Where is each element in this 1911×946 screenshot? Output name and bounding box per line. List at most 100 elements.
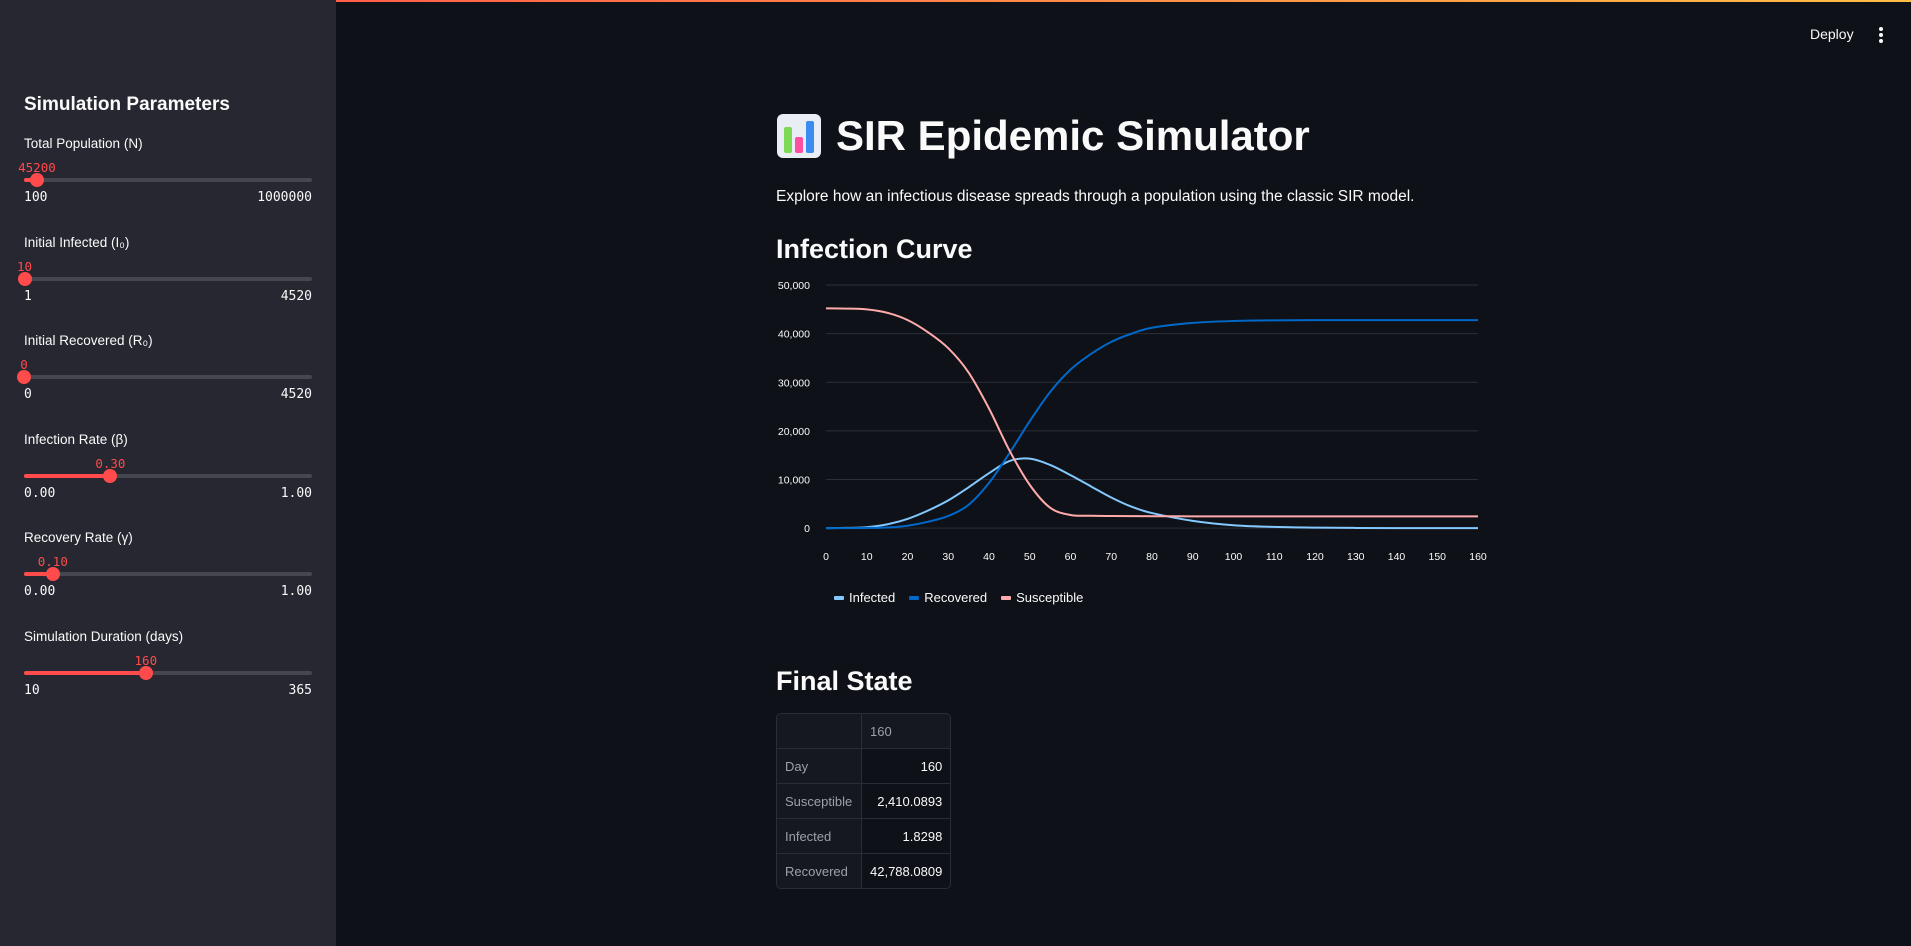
- slider-max: 1.00: [280, 584, 312, 599]
- slider-min: 1: [24, 289, 32, 304]
- legend-swatch: [834, 595, 844, 600]
- slider-label: Recovery Rate (γ): [24, 530, 133, 545]
- slider-min: 100: [24, 190, 48, 205]
- row-label: Susceptible: [777, 783, 862, 819]
- series-line-recovered[interactable]: [825, 319, 1479, 530]
- table-heading: Final State: [776, 666, 913, 696]
- legend-swatch: [909, 595, 920, 600]
- x-tick-label: 80: [1146, 551, 1158, 563]
- row-value: 42,788.0809: [861, 853, 951, 888]
- slider-fill: [24, 572, 53, 576]
- x-tick-label: 0: [823, 551, 829, 563]
- y-tick-label: 30,000: [778, 377, 810, 389]
- slider-label: Initial Infected (I₀): [24, 235, 130, 250]
- slider-thumb[interactable]: [29, 173, 44, 187]
- x-tick-label: 150: [1428, 551, 1446, 563]
- legend-label: Susceptible: [1016, 590, 1084, 605]
- row-label: Recovered: [777, 853, 862, 888]
- y-tick-label: 50,000: [778, 280, 810, 292]
- y-tick-label: 10,000: [778, 475, 810, 487]
- table-row: Infected 1.8298: [777, 818, 951, 854]
- slider-min: 0.00: [24, 486, 56, 501]
- series-line-susceptible[interactable]: [825, 307, 1478, 518]
- y-tick-label: 40,000: [778, 329, 810, 341]
- slider-value: 0: [20, 357, 28, 372]
- page-subtitle: Explore how an infectious disease spread…: [776, 188, 1415, 205]
- legend-swatch: [1001, 595, 1012, 600]
- deploy-button[interactable]: Deploy: [1810, 26, 1854, 42]
- final-state-table[interactable]: 160 Day 160 Susceptible 2,410.0893 Infec…: [776, 713, 952, 889]
- legend-item-susceptible[interactable]: Susceptible: [1001, 590, 1083, 605]
- slider-min: 0: [24, 387, 32, 402]
- legend-item-infected[interactable]: Infected: [834, 590, 895, 605]
- slider-track[interactable]: 45200: [18, 160, 312, 187]
- row-label: Day: [777, 748, 862, 784]
- legend-label: Infected: [849, 590, 896, 605]
- slider[interactable]: Total Population (N) 45200 100 1000000: [18, 136, 312, 216]
- slider-max: 4520: [280, 387, 312, 402]
- slider[interactable]: Recovery Rate (γ) 0.10 0.00 1.00: [24, 530, 312, 610]
- slider-min: 0.00: [24, 584, 56, 599]
- row-value: 160: [861, 748, 951, 784]
- bar-chart-icon: [777, 114, 821, 158]
- slider-label: Simulation Duration (days): [24, 629, 184, 644]
- slider-label: Total Population (N): [24, 136, 143, 151]
- slider-value: 45200: [18, 160, 56, 175]
- slider-fill: [24, 474, 111, 478]
- slider-max: 1.00: [280, 486, 312, 501]
- slider-track[interactable]: 160: [24, 653, 312, 680]
- chart-legend: Infected Recovered Susceptible: [834, 590, 1083, 605]
- x-tick-label: 30: [942, 551, 954, 563]
- x-tick-label: 120: [1306, 551, 1324, 563]
- slider-track[interactable]: 10: [17, 259, 312, 286]
- slider-track[interactable]: 0: [17, 357, 312, 384]
- slider-label: Infection Rate (β): [24, 432, 128, 447]
- sidebar-title: Simulation Parameters: [24, 94, 230, 115]
- table-row: Susceptible 2,410.0893: [777, 783, 951, 819]
- y-tick-label: 0: [804, 523, 810, 535]
- series-line-infected[interactable]: [825, 457, 1479, 530]
- slider-label: Initial Recovered (R₀): [24, 333, 153, 348]
- x-tick-label: 20: [902, 551, 914, 563]
- table-row: Recovered 42,788.0809: [777, 853, 951, 888]
- row-value: 2,410.0893: [861, 783, 951, 819]
- slider-max: 365: [288, 683, 312, 698]
- x-tick-label: 100: [1225, 551, 1243, 563]
- legend-item-recovered[interactable]: Recovered: [909, 590, 987, 605]
- page-title-text: SIR Epidemic Simulator: [836, 112, 1310, 159]
- table-row: Day 160: [777, 748, 951, 784]
- x-tick-label: 50: [1024, 551, 1036, 563]
- legend-label: Recovered: [924, 590, 988, 605]
- page-title: SIR Epidemic Simulator: [776, 112, 1310, 160]
- slider-track[interactable]: 0.30: [24, 456, 312, 483]
- slider-value: 10: [17, 259, 33, 274]
- slider-max: 1000000: [257, 190, 312, 205]
- slider-value: 0.30: [95, 456, 126, 471]
- slider[interactable]: Infection Rate (β) 0.30 0.00 1.00: [24, 432, 312, 512]
- infection-curve-chart[interactable]: 0 10,000 20,000 30,000 40,000 50,000 0 10 20 30 40…: [776, 275, 1500, 615]
- table-corner: [777, 714, 862, 749]
- y-tick-label: 20,000: [778, 426, 810, 438]
- slider-thumb[interactable]: [103, 469, 118, 483]
- x-tick-label: 140: [1388, 551, 1406, 563]
- slider-max: 4520: [280, 289, 312, 304]
- slider-value: 0.10: [37, 554, 68, 569]
- x-tick-label: 160: [1469, 551, 1487, 563]
- slider[interactable]: Initial Recovered (R₀) 0 0 4520: [17, 333, 312, 413]
- table-column-header: 160: [861, 714, 951, 749]
- slider-thumb[interactable]: [17, 370, 31, 384]
- x-tick-label: 40: [983, 551, 995, 563]
- x-tick-label: 110: [1266, 551, 1283, 563]
- row-label: Infected: [777, 818, 862, 854]
- slider-thumb[interactable]: [138, 666, 153, 680]
- x-tick-label: 70: [1105, 551, 1117, 563]
- slider[interactable]: Initial Infected (I₀) 10 1 4520: [17, 235, 312, 315]
- more-options-icon[interactable]: [1874, 25, 1888, 45]
- top-accent-bar: [0, 0, 1911, 2]
- slider-fill: [24, 671, 146, 675]
- x-tick-label: 10: [861, 551, 873, 563]
- slider-track[interactable]: 0.10: [24, 554, 312, 581]
- slider-thumb[interactable]: [45, 567, 60, 581]
- slider-thumb[interactable]: [17, 272, 32, 286]
- slider[interactable]: Simulation Duration (days) 160 10 365: [24, 629, 312, 709]
